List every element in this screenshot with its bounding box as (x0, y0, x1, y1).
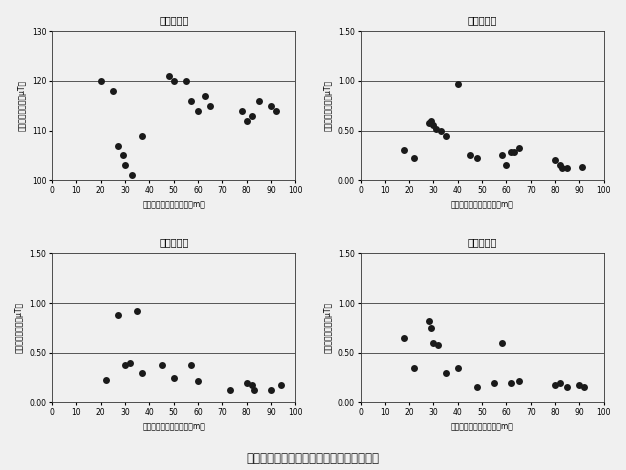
Point (120, 162, 130, 169)
Y-axis label: 平均磁界レベル（μT）: 平均磁界レベル（μT） (324, 302, 332, 353)
X-axis label: 送電線からの水平距離｛m｝: 送電線からの水平距離｛m｝ (142, 423, 205, 431)
Point (424, 119, 434, 126)
Point (550, 381, 560, 388)
X-axis label: 送電線からの水平距離｛m｝: 送電線からの水平距離｛m｝ (451, 200, 513, 209)
Point (137, 369, 147, 376)
Point (169, 374, 179, 381)
Point (555, 162, 565, 169)
Point (156, 361, 167, 368)
Point (266, 387, 276, 394)
Point (490, 379, 500, 386)
Point (509, 149, 519, 156)
Point (426, 117, 436, 125)
Point (205, 102, 215, 110)
Point (557, 164, 567, 172)
Y-axis label: 平均磁界レベル（μT）: 平均磁界レベル（μT） (324, 80, 332, 131)
Point (266, 102, 276, 110)
Point (465, 152, 475, 159)
Point (575, 381, 585, 388)
Text: 図３　送電線からの距離別平均磁界レベル: 図３ 送電線からの距離別平均磁界レベル (247, 452, 379, 465)
Point (132, 307, 142, 315)
Point (164, 72, 174, 80)
Point (120, 361, 130, 368)
Point (424, 317, 434, 325)
Point (496, 152, 506, 159)
Point (193, 107, 203, 115)
Point (453, 80, 463, 88)
Point (125, 359, 135, 367)
Point (137, 132, 147, 139)
Point (247, 112, 257, 119)
Point (409, 155, 419, 162)
Point (472, 155, 482, 162)
Point (242, 117, 252, 125)
Point (433, 341, 443, 349)
Point (249, 387, 259, 394)
Point (113, 311, 123, 319)
Point (441, 132, 451, 139)
Point (96, 77, 106, 85)
Point (426, 324, 436, 332)
Point (193, 377, 203, 384)
Point (237, 107, 247, 115)
Title: 第３回調査: 第３回調査 (468, 15, 497, 25)
Point (513, 377, 523, 384)
Point (200, 92, 210, 100)
Title: 第１回調査: 第１回調査 (468, 237, 497, 247)
Point (550, 157, 560, 164)
Title: 第４回調査: 第４回調査 (159, 237, 188, 247)
Point (562, 164, 572, 172)
Point (169, 77, 179, 85)
Point (436, 127, 446, 134)
Point (506, 149, 516, 156)
X-axis label: 送電線からの水平距離（m）: 送電線からの水平距離（m） (142, 200, 205, 209)
Point (428, 339, 438, 346)
Point (501, 162, 511, 169)
Point (513, 145, 523, 152)
Point (186, 97, 196, 105)
Point (127, 172, 137, 179)
Point (254, 97, 264, 105)
X-axis label: 送電線からの水平距離｛m｝: 送電線からの水平距離｛m｝ (451, 423, 513, 431)
Point (101, 376, 111, 384)
Point (186, 361, 196, 368)
Y-axis label: 平均磁界レベル（μT）: 平均磁界レベル（μT） (18, 80, 26, 131)
Point (579, 384, 589, 391)
Point (428, 121, 438, 128)
Point (409, 364, 419, 371)
Point (181, 77, 191, 85)
Point (506, 379, 516, 386)
Point (118, 152, 128, 159)
Point (113, 142, 123, 149)
Point (247, 381, 257, 388)
Point (453, 364, 463, 371)
Point (242, 379, 252, 386)
Point (271, 107, 281, 115)
Point (275, 381, 285, 388)
Point (472, 384, 482, 391)
Point (108, 87, 118, 94)
Point (441, 369, 451, 376)
Point (555, 379, 565, 386)
Point (399, 334, 409, 342)
Y-axis label: 平均磁界レベル（μT）: 平均磁界レベル（μT） (15, 302, 24, 353)
Title: 米１回調査: 米１回調査 (159, 15, 188, 25)
Point (562, 384, 572, 391)
Point (431, 125, 441, 133)
Point (399, 147, 409, 154)
Point (577, 164, 587, 171)
Point (225, 387, 235, 394)
Point (496, 339, 506, 346)
